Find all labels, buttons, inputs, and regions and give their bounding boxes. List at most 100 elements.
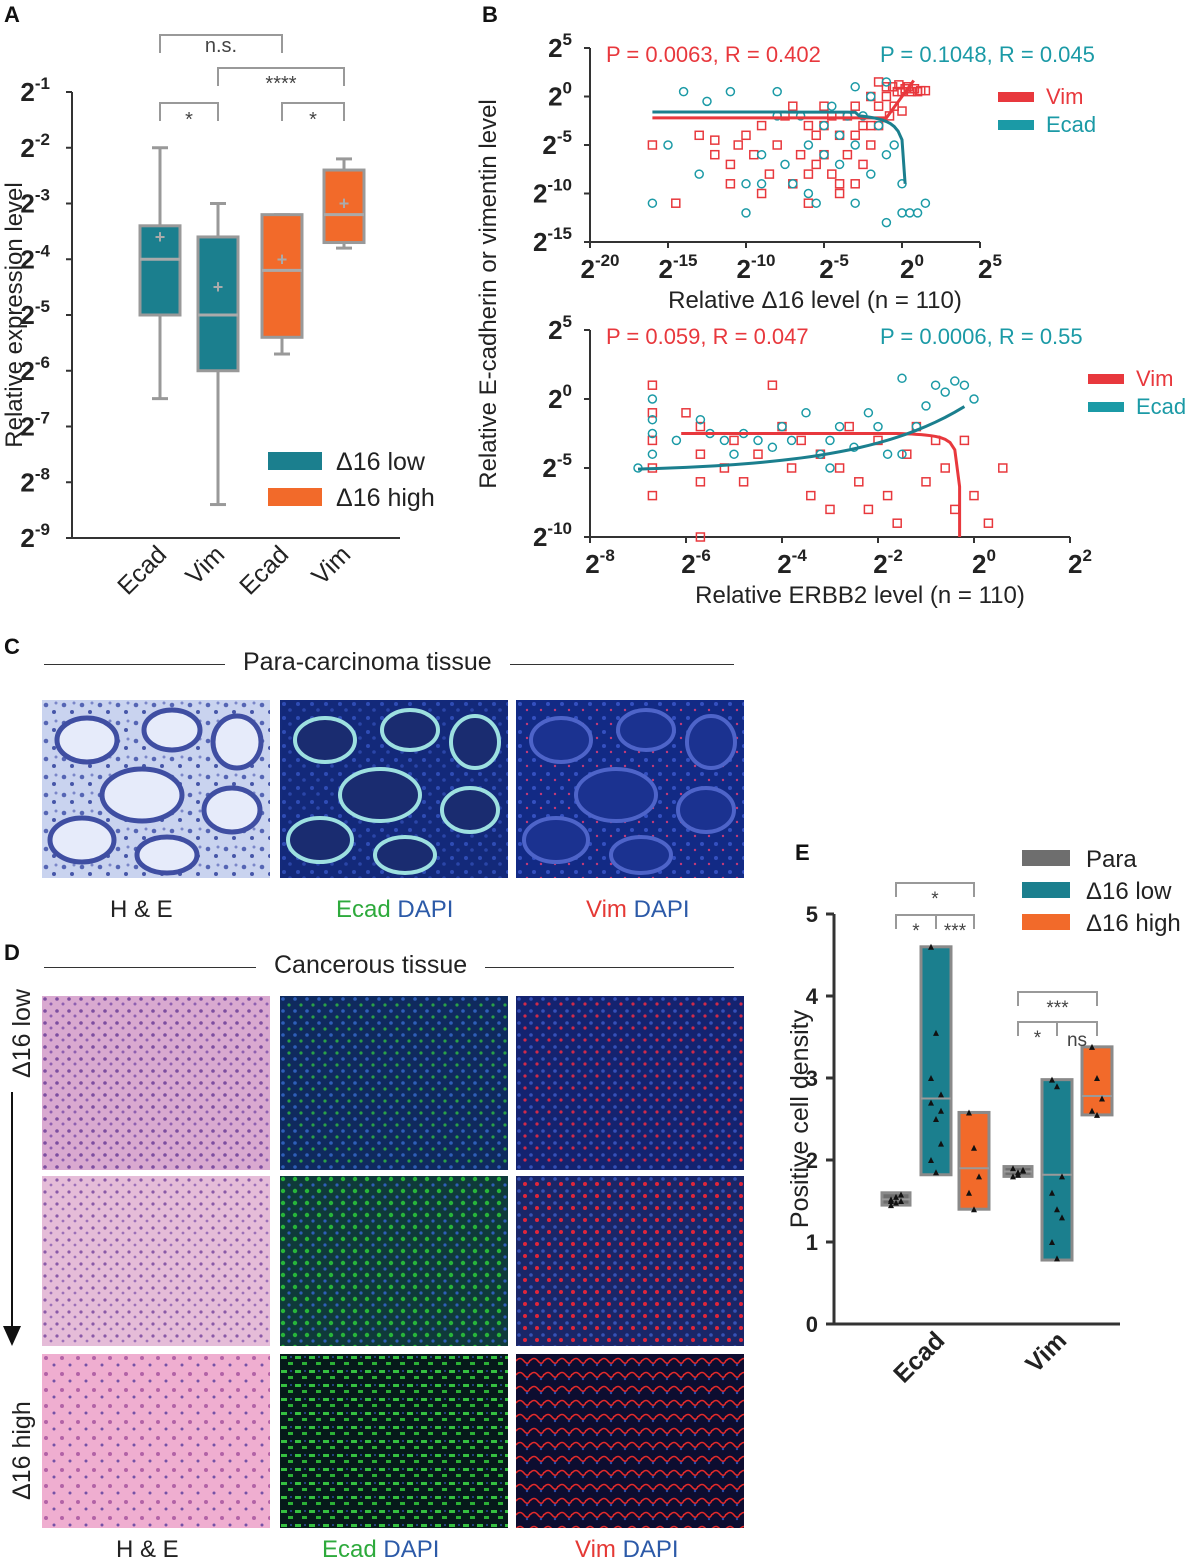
data-point bbox=[928, 943, 934, 950]
significance-label: ns bbox=[1067, 1030, 1087, 1051]
x-tick-label-exp: 2 bbox=[1083, 546, 1092, 565]
y-tick-label: 2-2 bbox=[20, 130, 50, 163]
significance-label: * bbox=[309, 109, 317, 131]
data-point-vim bbox=[796, 435, 806, 446]
legend-swatch bbox=[1088, 402, 1124, 412]
data-point-ecad bbox=[825, 435, 835, 446]
data-point-ecad bbox=[671, 435, 682, 446]
data-point-vim bbox=[647, 408, 658, 418]
data-point bbox=[966, 1109, 972, 1116]
mean-marker: + bbox=[155, 227, 166, 247]
x-axis-label: Relative Δ16 level (n = 110) bbox=[668, 287, 962, 314]
data-point-vim bbox=[767, 380, 778, 390]
y-tick-label: 2-15 bbox=[533, 224, 572, 257]
significance-label: * bbox=[912, 921, 920, 942]
data-point-ecad bbox=[741, 179, 751, 189]
data-point-vim bbox=[803, 120, 814, 131]
group-label: Vim bbox=[1020, 1326, 1072, 1378]
data-point-vim bbox=[902, 449, 912, 459]
vim-dapi-image-high bbox=[516, 1354, 744, 1528]
data-point-vim bbox=[866, 120, 876, 131]
data-point bbox=[1094, 1111, 1100, 1118]
data-point-vim bbox=[858, 120, 868, 131]
he-image-high bbox=[42, 1354, 270, 1528]
y-tick-label-base: 2 bbox=[548, 33, 562, 63]
legend-swatch bbox=[268, 488, 322, 506]
data-point-vim bbox=[795, 149, 806, 160]
row-label-d16-high: Δ16 high bbox=[8, 1401, 36, 1500]
data-point-vim bbox=[909, 83, 920, 94]
x-tick-label-base: 2 bbox=[873, 549, 887, 579]
y-axis-label: Relative expression level bbox=[1, 182, 28, 447]
data-point-ecad bbox=[719, 435, 730, 446]
data-point-ecad bbox=[921, 401, 931, 411]
y-tick-label: 20 bbox=[548, 381, 572, 414]
data-point-ecad bbox=[834, 130, 845, 141]
legend-swatch bbox=[1022, 850, 1070, 866]
data-point-ecad bbox=[678, 86, 689, 97]
fit-line-ecad bbox=[637, 405, 966, 471]
y-tick-label-exp: -6 bbox=[35, 353, 50, 372]
data-point-vim bbox=[921, 477, 931, 487]
data-point-ecad bbox=[756, 179, 767, 189]
bar-ecad bbox=[957, 1110, 991, 1211]
x-tick-label-exp: -6 bbox=[696, 546, 711, 565]
data-point-vim bbox=[695, 477, 706, 487]
y-tick-label-exp: -4 bbox=[35, 241, 51, 260]
y-tick-label-base: 2 bbox=[533, 522, 547, 552]
data-point bbox=[1049, 1189, 1055, 1196]
y-tick-label: 2-10 bbox=[533, 176, 572, 209]
data-point-ecad bbox=[741, 208, 751, 218]
data-point-vim bbox=[863, 504, 874, 515]
x-tick-label-base: 2 bbox=[777, 549, 791, 579]
data-point bbox=[1059, 1173, 1065, 1180]
data-point bbox=[1054, 1206, 1060, 1213]
data-point-ecad bbox=[873, 421, 883, 432]
data-point-vim bbox=[647, 490, 658, 501]
category-label: Vim bbox=[306, 540, 356, 590]
y-tick-label: 2-5 bbox=[542, 127, 572, 160]
data-point-vim bbox=[850, 179, 860, 189]
data-point bbox=[1049, 1076, 1055, 1083]
y-tick-label-exp: -10 bbox=[547, 176, 572, 195]
data-point-vim bbox=[850, 101, 860, 111]
caption-ecad-word: Ecad bbox=[322, 1536, 377, 1563]
x-tick-label: 2-20 bbox=[580, 251, 619, 284]
data-point bbox=[938, 1107, 944, 1114]
y-tick-label-base: 2 bbox=[548, 384, 562, 414]
x-tick-label-exp: -5 bbox=[834, 251, 849, 270]
data-point-vim bbox=[819, 101, 829, 111]
significance-bracket bbox=[281, 102, 345, 121]
x-tick-label: 2-8 bbox=[585, 546, 615, 579]
data-point-vim bbox=[850, 130, 860, 141]
data-point-vim bbox=[881, 82, 892, 92]
data-point-ecad bbox=[647, 449, 658, 459]
data-point bbox=[1094, 1075, 1100, 1081]
data-point-ecad bbox=[897, 179, 907, 189]
data-point-ecad bbox=[788, 179, 798, 189]
y-tick-label: 2-7 bbox=[20, 409, 50, 442]
data-point-vim bbox=[681, 408, 691, 418]
data-point-ecad bbox=[873, 120, 884, 131]
stat-vim: P = 0.059, R = 0.047 bbox=[606, 324, 809, 349]
caption-ecad-dapi-para: Ecad DAPI bbox=[336, 896, 453, 924]
data-point-vim bbox=[647, 140, 658, 150]
data-point-vim bbox=[738, 477, 749, 487]
legend-label: Δ16 high bbox=[336, 484, 435, 512]
bar-vim bbox=[1040, 1078, 1074, 1262]
data-point bbox=[1089, 1043, 1095, 1050]
data-point-ecad bbox=[882, 449, 893, 459]
y-tick-label-base: 2 bbox=[548, 82, 562, 112]
data-point-ecad bbox=[695, 414, 706, 425]
panel-letter-b: B bbox=[482, 2, 498, 27]
data-point bbox=[898, 1198, 904, 1204]
y-tick-label: 0 bbox=[806, 1312, 818, 1337]
y-tick-label: 2-6 bbox=[20, 353, 50, 386]
data-point-ecad bbox=[897, 373, 907, 384]
data-point bbox=[1010, 1165, 1016, 1172]
data-point-ecad bbox=[753, 435, 763, 446]
y-tick-label-exp: -1 bbox=[35, 74, 50, 93]
data-point-ecad bbox=[647, 198, 658, 208]
